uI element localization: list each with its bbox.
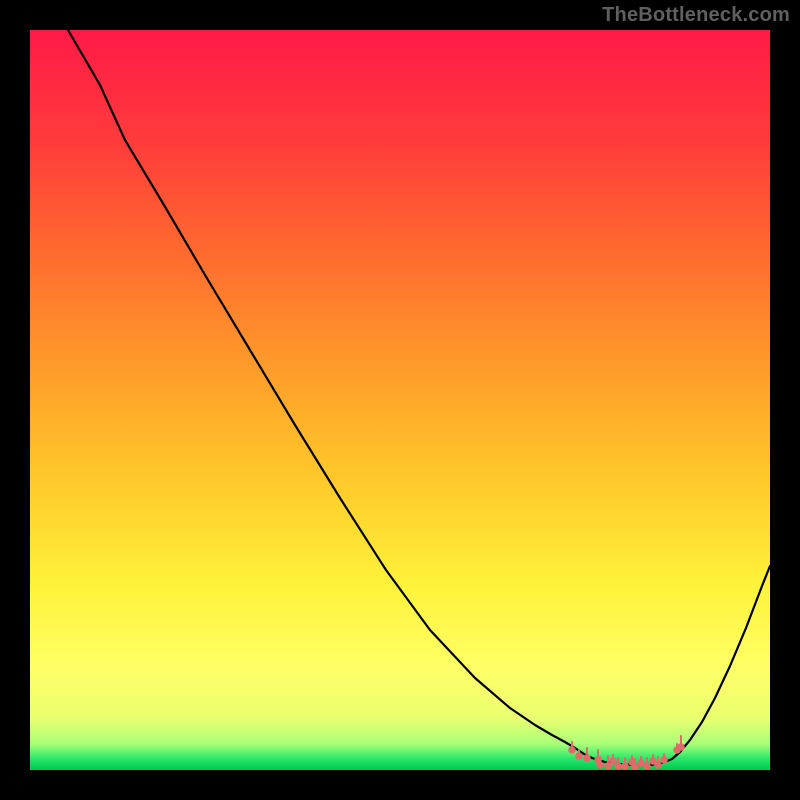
marker-point xyxy=(575,752,583,760)
marker-point xyxy=(649,757,657,765)
marker-point xyxy=(609,757,617,765)
marker-point xyxy=(631,763,639,770)
marker-point xyxy=(596,761,604,769)
marker-point xyxy=(583,754,591,762)
curve-layer xyxy=(30,30,770,770)
marker-point xyxy=(637,759,645,767)
marker-point xyxy=(673,746,681,754)
markers-group xyxy=(568,736,685,770)
marker-point xyxy=(660,756,668,764)
chart-root: TheBottleneck.com xyxy=(0,0,800,800)
marker-point xyxy=(628,758,636,766)
marker-point xyxy=(654,761,662,769)
marker-point xyxy=(614,762,622,770)
marker-point xyxy=(621,762,629,770)
marker-point xyxy=(677,743,685,751)
marker-point xyxy=(568,746,576,754)
watermark-text: TheBottleneck.com xyxy=(602,4,790,27)
marker-point xyxy=(604,762,612,770)
gradient-background xyxy=(30,30,770,770)
marker-point xyxy=(594,756,602,764)
marker-point xyxy=(643,762,651,770)
bottleneck-curve xyxy=(68,30,770,765)
plot-area xyxy=(30,30,770,770)
